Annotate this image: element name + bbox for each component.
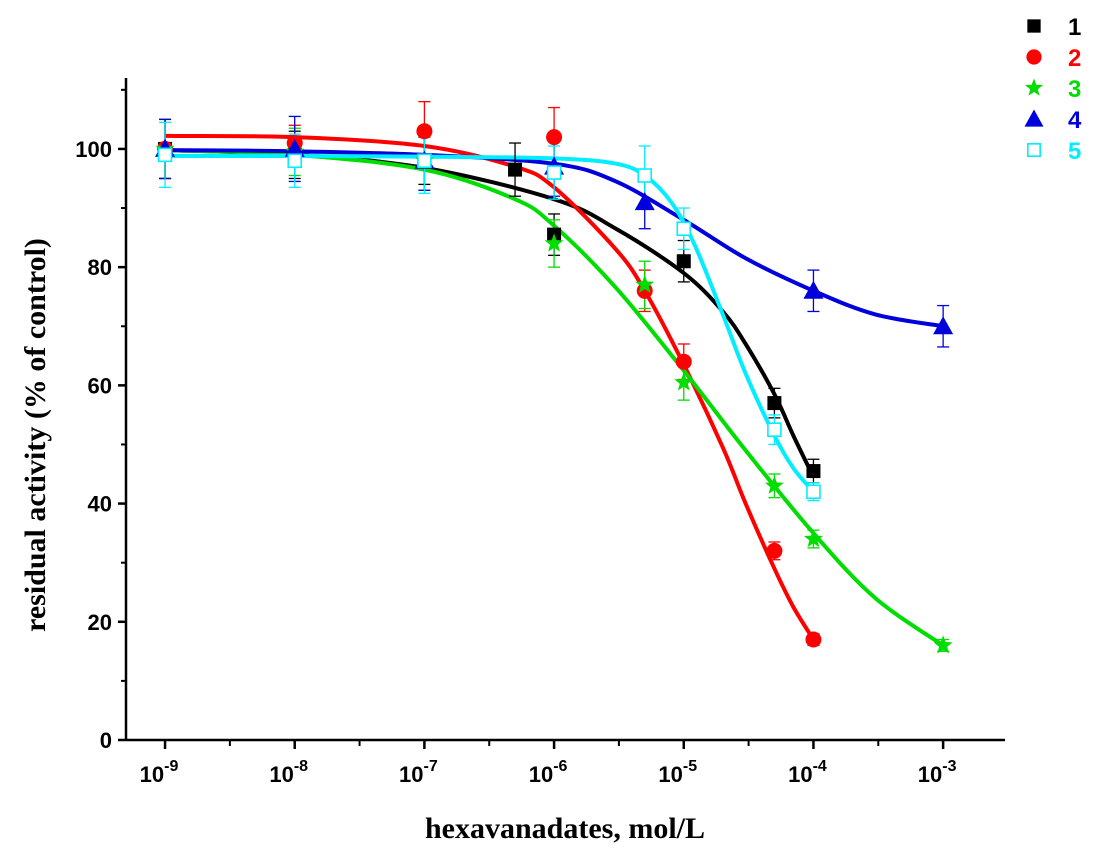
legend: 1 2 3 4 5	[1024, 14, 1082, 165]
data-point-series-5	[287, 153, 303, 169]
legend-marker-2	[1026, 49, 1042, 65]
data-point-series-3	[803, 529, 823, 548]
data-markers	[155, 123, 954, 654]
data-point-series-3	[764, 475, 784, 494]
data-point-series-4	[933, 316, 954, 335]
data-point-series-5	[546, 165, 562, 180]
x-tick-base: 10	[788, 762, 812, 787]
x-tick-base: 10	[140, 762, 164, 787]
data-point-series-4	[803, 280, 824, 299]
data-point-series-3	[544, 233, 564, 252]
legend-label-1: 1	[1068, 14, 1081, 41]
x-tick-base: 10	[269, 762, 293, 787]
x-tick-label: 10-4	[788, 758, 827, 787]
data-point-series-4	[284, 138, 305, 157]
data-point-series-2	[766, 542, 783, 559]
x-tick-exponent: -3	[942, 758, 956, 775]
y-tick-label: 0	[100, 728, 112, 753]
x-tick-base: 10	[918, 762, 942, 787]
x-tick-label: 10-8	[269, 758, 308, 787]
x-tick-base: 10	[529, 762, 553, 787]
legend-label-2: 2	[1068, 45, 1081, 72]
data-point-series-2	[805, 631, 822, 648]
legend-marker-3	[1024, 78, 1044, 96]
y-axis-title: residual activity (% of control)	[19, 238, 52, 632]
x-axis-title: hexavanadates, mol/L	[425, 812, 705, 845]
legend-label-5: 5	[1068, 138, 1081, 165]
data-point-series-5	[767, 422, 782, 437]
data-point-series-1	[806, 464, 821, 479]
data-point-series-1	[767, 396, 782, 411]
data-point-series-2	[675, 353, 692, 370]
x-tick-exponent: -8	[294, 758, 308, 775]
x-tick-exponent: -6	[553, 758, 567, 775]
data-point-series-2	[546, 129, 563, 146]
legend-label-4: 4	[1068, 107, 1082, 134]
y-tick-label: 60	[88, 373, 112, 398]
x-tick-label: 10-9	[140, 758, 179, 787]
data-point-series-2	[416, 123, 433, 140]
data-point-series-1	[676, 254, 691, 269]
x-tick-base: 10	[399, 762, 423, 787]
fit-curve-series-5	[165, 153, 815, 494]
fit-curve-series-3	[164, 148, 945, 648]
data-point-series-5	[157, 147, 173, 163]
x-tick-exponent: -4	[813, 758, 827, 775]
data-point-series-5	[637, 168, 653, 183]
x-tick-base: 10	[658, 762, 682, 787]
legend-marker-5	[1027, 143, 1041, 157]
data-point-series-4	[634, 192, 655, 211]
fit-curve-series-2	[165, 133, 816, 641]
x-tick-exponent: -5	[683, 758, 697, 775]
legend-marker-4	[1024, 109, 1044, 127]
legend-label-3: 3	[1068, 76, 1081, 103]
y-tick-label: 100	[75, 137, 112, 162]
y-tick-label: 20	[88, 610, 112, 635]
data-point-series-1	[508, 162, 523, 177]
data-point-series-5	[806, 484, 821, 500]
x-tick-label: 10-6	[529, 758, 568, 787]
fit-curve-series-4	[165, 148, 944, 329]
x-tick-label: 10-5	[658, 758, 697, 787]
fit-curves	[164, 133, 945, 648]
data-point-series-5	[417, 153, 432, 169]
data-point-series-3	[933, 635, 953, 654]
data-point-series-3	[635, 274, 655, 293]
x-tick-label: 10-7	[399, 758, 438, 787]
data-point-series-3	[674, 372, 694, 391]
y-tick-label: 80	[88, 255, 112, 280]
axes	[118, 78, 1005, 749]
legend-marker-1	[1027, 19, 1041, 33]
y-tick-label: 40	[88, 492, 112, 517]
x-tick-exponent: -7	[424, 758, 438, 775]
error-bars	[159, 100, 950, 652]
x-tick-exponent: -9	[164, 758, 178, 775]
data-point-series-5	[676, 221, 692, 237]
x-tick-label: 10-3	[918, 758, 957, 787]
